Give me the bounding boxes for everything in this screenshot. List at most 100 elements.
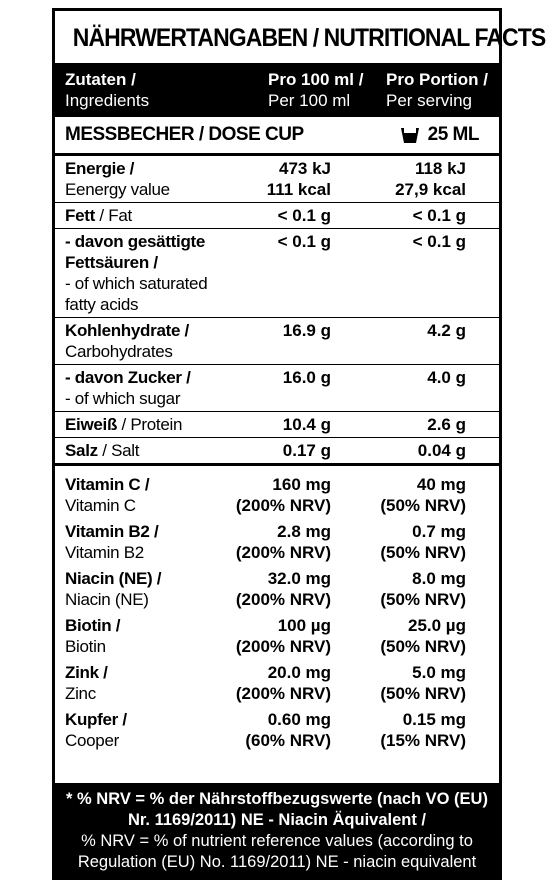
dose-row: MESSBECHER / DOSE CUP 25 ML	[55, 117, 499, 156]
footer-line: Nr. 1169/2011) NE - Niacin Äquivalent /	[127, 811, 427, 829]
value: 20.0 mg	[267, 663, 331, 682]
label-de: Salz	[65, 441, 98, 460]
label-de: Niacin (NE) /	[65, 569, 162, 588]
value: 100 µg	[277, 616, 331, 635]
value: 27,9 kcal	[395, 180, 466, 199]
value: (200% NRV)	[235, 684, 331, 703]
row: Zink / Zinc 20.0 mg (200% NRV) 5.0 mg (50% NR…	[55, 660, 499, 707]
row: - davon Zucker / - of which sugar 16.0 g 4.…	[55, 365, 499, 412]
serving: < 0.1 g	[331, 231, 466, 315]
label-en: Carbohydrates	[65, 342, 173, 361]
serving: 0.15 mg (15% NRV)	[331, 709, 466, 751]
per100: 0.17 g	[231, 440, 331, 461]
value: 0.17 g	[282, 441, 331, 460]
label-de: Fettsäuren /	[65, 253, 158, 272]
label-en: Niacin (NE)	[65, 590, 149, 609]
label-de: Vitamin C /	[65, 475, 150, 494]
value: (200% NRV)	[235, 590, 331, 609]
value: (15% NRV)	[380, 731, 466, 750]
value: 16.9 g	[282, 321, 331, 340]
dose-amount-wrap: 25 ML	[400, 124, 480, 146]
row-label: Zink / Zinc	[65, 662, 231, 704]
value: (50% NRV)	[380, 637, 466, 656]
dose-amount: 25 ML	[427, 124, 480, 145]
per100: 32.0 mg (200% NRV)	[231, 568, 331, 610]
serving: 5.0 mg (50% NRV)	[331, 662, 466, 704]
row-label: Niacin (NE) / Niacin (NE)	[65, 568, 231, 610]
serving: 4.2 g	[331, 320, 466, 362]
value: 40 mg	[416, 475, 466, 494]
header-per100: Pro 100 ml / Per 100 ml	[268, 69, 386, 117]
value: 4.2 g	[427, 321, 466, 340]
per100: < 0.1 g	[231, 205, 331, 226]
value: 10.4 g	[282, 415, 331, 434]
label-en: Vitamin B2	[65, 543, 144, 562]
header-text: Ingredients	[65, 91, 150, 110]
value: 473 kJ	[279, 159, 331, 178]
value: 32.0 mg	[267, 569, 331, 588]
footer-line: Regulation (EU) No. 1169/2011) NE - niac…	[77, 853, 477, 871]
row-label: Energie / Eenergy value	[65, 158, 231, 200]
row: Kohlenhydrate / Carbohydrates 16.9 g 4.2 g	[55, 318, 499, 365]
cup-icon	[400, 128, 419, 143]
label-de: - davon gesättigte	[65, 232, 206, 251]
value: 4.0 g	[427, 368, 466, 387]
label-de: Kohlenhydrate /	[65, 321, 189, 340]
row-label: Kohlenhydrate / Carbohydrates	[65, 320, 231, 362]
label-de: Fett	[65, 206, 95, 225]
value: (200% NRV)	[235, 543, 331, 562]
row-label: - davon Zucker / - of which sugar	[65, 367, 231, 409]
nutrients: Energie / Eenergy value 473 kJ 111 kcal 118 …	[55, 156, 499, 466]
serving: 4.0 g	[331, 367, 466, 409]
title: NÄHRWERTANGABEN / NUTRITIONAL FACTS	[72, 24, 546, 52]
row-label: - davon gesättigte Fettsäuren / - of which…	[65, 231, 231, 315]
row: - davon gesättigte Fettsäuren / - of which…	[55, 229, 499, 318]
label-en: Vitamin C	[65, 496, 136, 515]
value: 16.0 g	[282, 368, 331, 387]
value: 111 kcal	[266, 180, 331, 199]
value: (50% NRV)	[380, 496, 466, 515]
label-line: Fett / Fat	[65, 205, 231, 226]
value: 0.7 mg	[412, 522, 466, 541]
value: < 0.1 g	[412, 206, 466, 225]
label-de: Biotin /	[65, 616, 121, 635]
header-ingredients: Zutaten / Ingredients	[65, 69, 268, 117]
row-label: Eiweiß / Protein	[65, 414, 231, 435]
serving: 40 mg (50% NRV)	[331, 474, 466, 516]
header-text: Zutaten /	[65, 70, 136, 89]
label-en: - of which saturated	[65, 274, 208, 293]
value: (50% NRV)	[380, 590, 466, 609]
per100: 160 mg (200% NRV)	[231, 474, 331, 516]
value: 0.04 g	[417, 441, 466, 460]
nutrition-label: NÄHRWERTANGABEN / NUTRITIONAL FACTS Zuta…	[52, 8, 546, 880]
row-label: Kupfer / Cooper	[65, 709, 231, 751]
row-label: Vitamin B2 / Vitamin B2	[65, 521, 231, 563]
label-de: Kupfer /	[65, 710, 127, 729]
value: (200% NRV)	[235, 496, 331, 515]
label-line: Eiweiß / Protein	[65, 414, 231, 435]
row: Salz / Salt 0.17 g 0.04 g	[55, 438, 499, 463]
serving: 0.7 mg (50% NRV)	[331, 521, 466, 563]
footer-line: % NRV = % of nutrient reference values (…	[81, 832, 473, 850]
label-de: Vitamin B2 /	[65, 522, 159, 541]
serving: < 0.1 g	[331, 205, 466, 226]
label-de: - davon Zucker /	[65, 368, 191, 387]
value: (200% NRV)	[235, 637, 331, 656]
label-en: Eenergy value	[65, 180, 170, 199]
value: 2.8 mg	[277, 522, 331, 541]
value: < 0.1 g	[277, 206, 331, 225]
per100: 20.0 mg (200% NRV)	[231, 662, 331, 704]
value: < 0.1 g	[412, 232, 466, 251]
header: Zutaten / Ingredients Pro 100 ml / Per 100…	[55, 63, 499, 117]
value: 25.0 µg	[408, 616, 466, 635]
per100: 473 kJ 111 kcal	[231, 158, 331, 200]
row-label: Vitamin C / Vitamin C	[65, 474, 231, 516]
value: 0.60 mg	[267, 710, 331, 729]
value: (50% NRV)	[380, 684, 466, 703]
row: Energie / Eenergy value 473 kJ 111 kcal 118 …	[55, 156, 499, 203]
vitamins: Vitamin C / Vitamin C 160 mg (200% NRV) 40 m…	[55, 466, 499, 758]
label-de: Eiweiß	[65, 415, 118, 434]
label-de: Zink /	[65, 663, 108, 682]
footer: * % NRV = % der Nährstoffbezugswerte (na…	[55, 783, 499, 877]
row-label: Fett / Fat	[65, 205, 231, 226]
